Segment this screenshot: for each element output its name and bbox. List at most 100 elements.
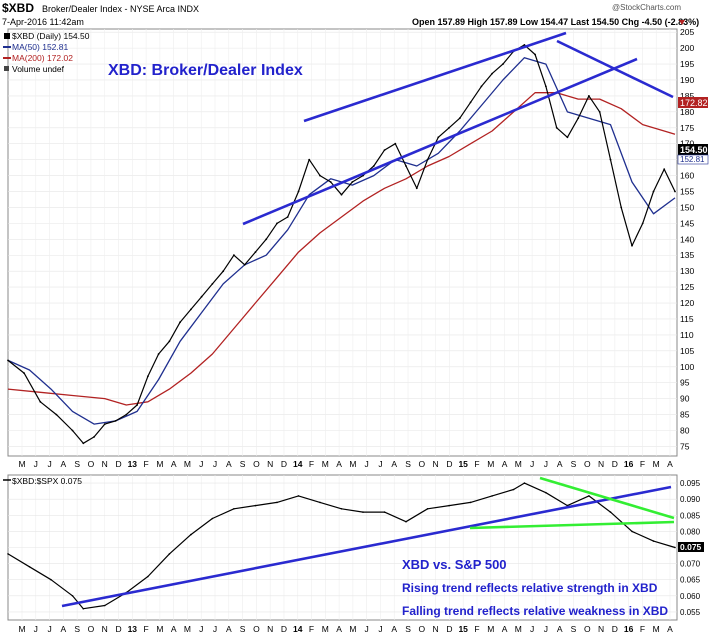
main-x-tick-label: J <box>34 459 38 469</box>
price-point <box>23 372 25 374</box>
ratio-y-tick-label: 0.095 <box>680 479 701 488</box>
main-y-axis: 75 80 85 90 95 100 105 110 115 120 125 130 135 140 145… <box>680 27 694 451</box>
ratio-y-tick-label: 0.085 <box>680 511 701 520</box>
ratio-grid <box>8 475 677 620</box>
ratio-point <box>631 530 633 533</box>
main-y-tick-label: 155 <box>680 187 694 197</box>
ratio-point <box>652 540 655 542</box>
main-y-tick-label: 125 <box>680 282 694 292</box>
ratio-x-tick-label: J <box>34 624 38 634</box>
main-x-tick-label: N <box>598 459 604 469</box>
ratio-point <box>211 517 214 520</box>
price-point <box>71 429 74 432</box>
main-x-tick-label: D <box>446 459 452 469</box>
ratio-x-tick-label: M <box>322 624 329 634</box>
header-watermark: @StockCharts.com <box>612 3 681 12</box>
main-x-tick-label: D <box>115 459 121 469</box>
price-point <box>82 442 85 445</box>
ratio-point <box>71 595 74 597</box>
ratio-point <box>190 533 192 536</box>
main-x-tick-label: A <box>502 459 508 469</box>
price-point <box>114 420 117 422</box>
ratio-x-tick-label: N <box>598 624 604 634</box>
ratio-annotation-note2: Falling trend reflects relative weakness… <box>402 604 668 618</box>
price-point <box>394 142 397 145</box>
main-x-tick-label: J <box>378 459 382 469</box>
main-x-tick-label: F <box>474 459 479 469</box>
main-y-tick-label: 130 <box>680 266 694 276</box>
ratio-trendline-green-top <box>539 476 675 520</box>
price-point <box>55 413 58 416</box>
price-point <box>157 353 160 355</box>
ratio-point <box>276 501 278 504</box>
main-x-tick-label: 13 <box>128 459 138 469</box>
ratio-x-tick-label: 15 <box>458 624 468 634</box>
price-point <box>103 423 106 425</box>
main-x-tick-label: F <box>640 459 645 469</box>
price-point <box>577 117 580 120</box>
main-grid <box>8 29 677 456</box>
main-x-tick-label: M <box>156 459 163 469</box>
ratio-x-tick-label: J <box>47 624 51 634</box>
main-x-tick-label: O <box>584 459 591 469</box>
legend-ma200: MA(200) 172.02 <box>12 53 73 63</box>
ratio-point <box>362 511 364 513</box>
ratio-x-tick-label: J <box>199 624 203 634</box>
ratio-x-tick-label: D <box>281 624 287 634</box>
price-point <box>609 158 612 161</box>
main-x-tick-label: O <box>419 459 426 469</box>
ratio-point <box>491 495 493 497</box>
main-x-tick-label: J <box>47 459 51 469</box>
ratio-x-tick-label: A <box>391 624 397 634</box>
ratio-x-tick-label: F <box>640 624 645 634</box>
price-point <box>448 126 450 129</box>
price-point <box>588 95 590 97</box>
main-x-tick-label: A <box>336 459 342 469</box>
ratio-point <box>50 578 52 581</box>
main-y-tick-label: 90 <box>680 394 690 404</box>
tag-ma50: 152.81 <box>680 155 705 164</box>
price-point <box>631 244 633 247</box>
main-y-tick-label: 140 <box>680 234 694 244</box>
price-point <box>147 375 149 378</box>
ratio-point <box>168 553 171 555</box>
ratio-x-tick-label: D <box>115 624 121 634</box>
price-point <box>286 216 289 218</box>
main-x-axis: M J J A S O N D 13 F M A M J J A S O N D 14 F M A M J J A S O N D 15 F M A M… <box>18 459 673 469</box>
ratio-tag-bg <box>678 542 704 552</box>
main-x-tick-label: S <box>74 459 80 469</box>
price-point <box>598 111 601 113</box>
ratio-x-tick-label: F <box>143 624 148 634</box>
ratio-point <box>104 604 106 607</box>
price-point <box>308 158 311 161</box>
main-y-tick-label: 175 <box>680 123 694 133</box>
ratio-point <box>82 607 85 610</box>
ratio-x-tick-label: J <box>530 624 534 634</box>
ratio-x-tick-label: A <box>171 624 177 634</box>
legend-volume: Volume undef <box>12 64 65 74</box>
ratio-x-tick-label: S <box>74 624 80 634</box>
main-x-tick-label: A <box>171 459 177 469</box>
price-point <box>437 136 440 139</box>
main-x-tick-label: J <box>213 459 217 469</box>
header-symbol: $XBD <box>2 1 34 15</box>
ratio-x-tick-label: J <box>378 624 382 634</box>
header-title: Broker/Dealer Index - NYSE Arca INDX <box>42 4 199 14</box>
price-tags: 172.82 154.50 152.81 <box>677 97 709 165</box>
main-y-tick-label: 185 <box>680 91 694 101</box>
main-y-tick-label: 170 <box>680 139 694 149</box>
price-point <box>555 126 558 129</box>
main-x-tick-label: M <box>322 459 329 469</box>
ratio-legend: $XBD:$SPX 0.075 <box>12 476 82 486</box>
price-point <box>523 44 526 46</box>
ratio-x-tick-label: A <box>502 624 508 634</box>
ratio-x-tick-label: S <box>405 624 411 634</box>
trendline-lower-channel <box>242 57 638 226</box>
ratio-annotation-title: XBD vs. S&P 500 <box>402 557 507 572</box>
ratio-y-tick-label: 0.080 <box>680 527 701 536</box>
price-point <box>458 117 461 120</box>
ratio-point <box>254 504 257 507</box>
legend-price: $XBD (Daily) 154.50 <box>12 31 90 41</box>
ratio-y-tick-label: 0.090 <box>680 495 701 504</box>
main-x-tick-label: J <box>199 459 203 469</box>
